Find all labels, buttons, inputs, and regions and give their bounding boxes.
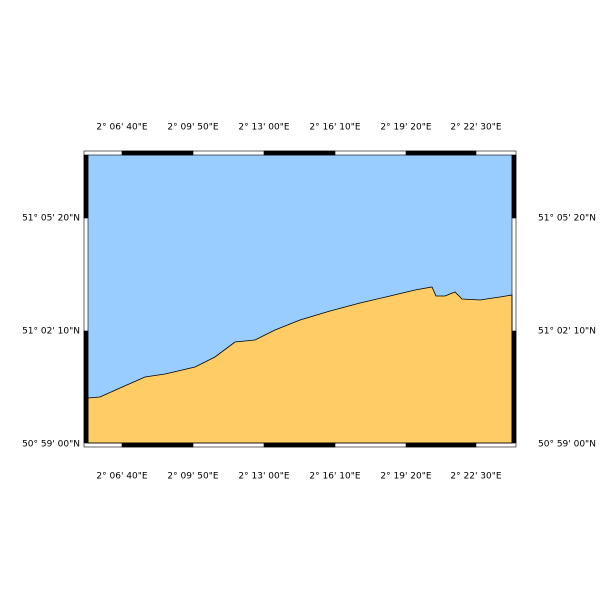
longitude-label: 2° 09' 50"E xyxy=(167,123,218,133)
longitude-label: 2° 22' 30"E xyxy=(450,472,501,482)
latitude-label: 50° 59' 00"N xyxy=(22,440,80,450)
longitude-label: 2° 16' 10"E xyxy=(309,123,360,133)
longitude-label: 2° 06' 40"E xyxy=(96,472,147,482)
latitude-label: 51° 02' 10"N xyxy=(22,327,80,337)
longitude-label: 2° 19' 20"E xyxy=(380,123,431,133)
land xyxy=(87,286,513,444)
map-frame xyxy=(83,150,517,448)
longitude-label: 2° 13' 00"E xyxy=(238,472,289,482)
latitude-label: 50° 59' 00"N xyxy=(538,440,596,450)
longitude-label: 2° 19' 20"E xyxy=(380,472,431,482)
longitude-label: 2° 22' 30"E xyxy=(450,123,501,133)
latitude-label: 51° 05' 20"N xyxy=(538,214,596,224)
longitude-label: 2° 13' 00"E xyxy=(238,123,289,133)
latitude-label: 51° 05' 20"N xyxy=(22,214,80,224)
longitude-label: 2° 06' 40"E xyxy=(96,123,147,133)
latitude-label: 51° 02' 10"N xyxy=(538,327,596,337)
longitude-label: 2° 09' 50"E xyxy=(167,472,218,482)
longitude-label: 2° 16' 10"E xyxy=(309,472,360,482)
